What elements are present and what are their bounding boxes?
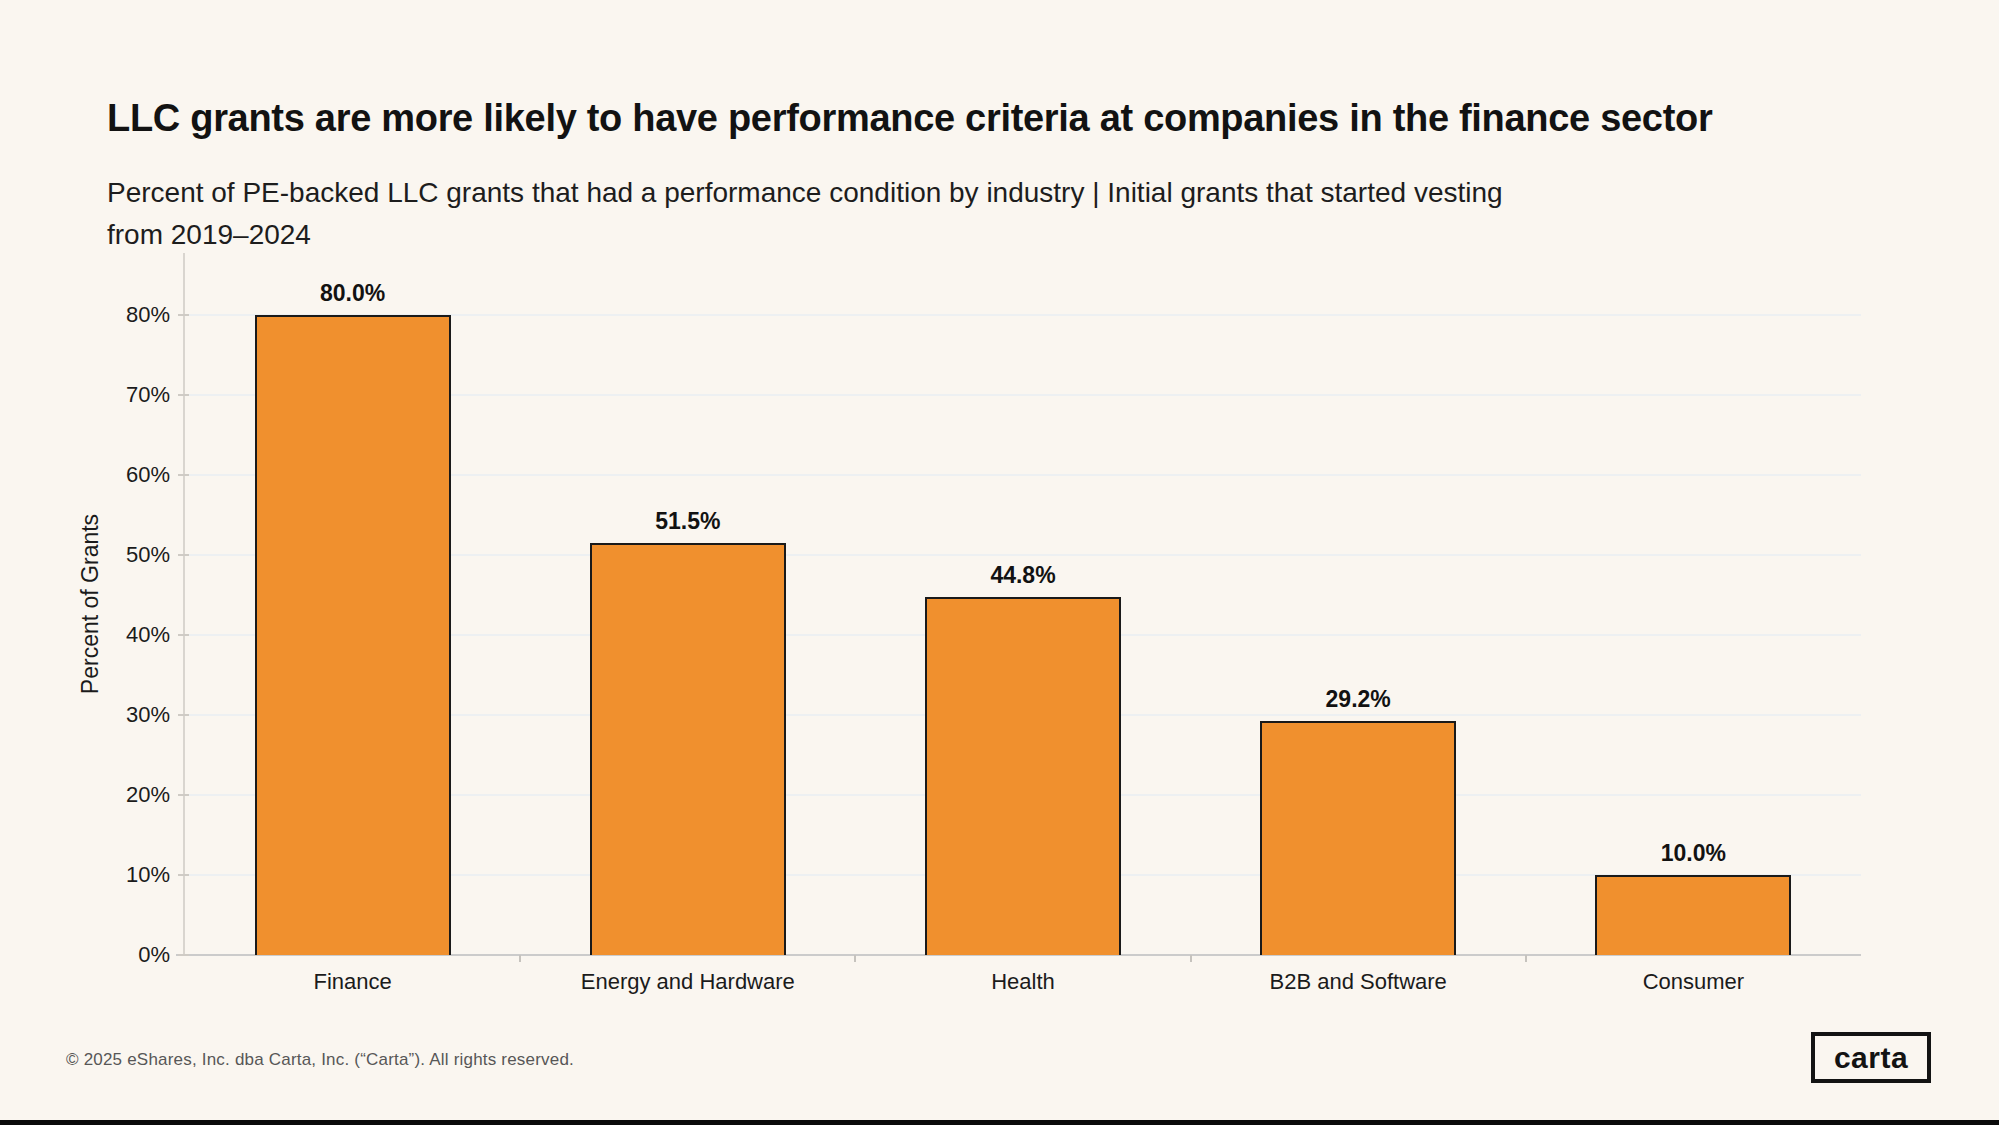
y-tick-label-0: 0% <box>138 941 170 969</box>
y-tick-label-60: 60% <box>126 461 170 489</box>
x-axis-label-health: Health <box>991 969 1055 995</box>
y-tick-label-30: 30% <box>126 701 170 729</box>
y-tick-label-20: 20% <box>126 781 170 809</box>
y-axis-ticks: 0%10%20%30%40%50%60%70%80% <box>0 253 170 955</box>
chart-subtitle: Percent of PE-backed LLC grants that had… <box>107 172 1503 256</box>
x-axis-label-consumer: Consumer <box>1643 969 1744 995</box>
x-axis-label-finance: Finance <box>313 969 391 995</box>
bar-health <box>925 597 1121 955</box>
bar-finance <box>255 315 451 955</box>
y-tick-mark-30 <box>178 714 189 716</box>
x-boundary-tick-2 <box>854 955 856 962</box>
bar-b2b-and-software <box>1260 721 1456 955</box>
x-axis-label-energy-and-hardware: Energy and Hardware <box>581 969 795 995</box>
bar-energy-and-hardware <box>590 543 786 955</box>
x-axis-label-b2b-and-software: B2B and Software <box>1270 969 1447 995</box>
chart-subtitle-line-2: from 2019–2024 <box>107 214 1503 256</box>
carta-logo-text: carta <box>1834 1041 1908 1075</box>
y-tick-mark-20 <box>178 794 189 796</box>
y-tick-label-70: 70% <box>126 381 170 409</box>
y-tick-mark-60 <box>178 474 189 476</box>
carta-logo: carta <box>1811 1032 1931 1083</box>
chart-page: LLC grants are more likely to have perfo… <box>0 0 1999 1125</box>
bar-consumer <box>1595 875 1791 955</box>
bar-value-label-b2b-and-software: 29.2% <box>1326 686 1391 713</box>
y-tick-label-50: 50% <box>126 541 170 569</box>
y-tick-label-80: 80% <box>126 301 170 329</box>
y-tick-mark-80 <box>178 314 189 316</box>
bar-value-label-energy-and-hardware: 51.5% <box>655 508 720 535</box>
x-boundary-tick-1 <box>519 955 521 962</box>
y-tick-label-40: 40% <box>126 621 170 649</box>
y-tick-mark-0 <box>178 954 189 956</box>
x-boundary-tick-3 <box>1190 955 1192 962</box>
bar-value-label-health: 44.8% <box>990 562 1055 589</box>
y-tick-mark-70 <box>178 394 189 396</box>
bottom-accent-bar <box>0 1120 1999 1125</box>
chart-title: LLC grants are more likely to have perfo… <box>107 95 1712 141</box>
y-tick-mark-10 <box>178 874 189 876</box>
y-tick-mark-40 <box>178 634 189 636</box>
bar-value-label-finance: 80.0% <box>320 280 385 307</box>
copyright-text: © 2025 eShares, Inc. dba Carta, Inc. (“C… <box>66 1050 574 1070</box>
y-tick-label-10: 10% <box>126 861 170 889</box>
x-boundary-tick-4 <box>1525 955 1527 962</box>
bar-value-label-consumer: 10.0% <box>1661 840 1726 867</box>
y-tick-mark-50 <box>178 554 189 556</box>
chart-subtitle-line-1: Percent of PE-backed LLC grants that had… <box>107 172 1503 214</box>
plot-area: 80.0%Finance51.5%Energy and Hardware44.8… <box>183 253 1861 955</box>
